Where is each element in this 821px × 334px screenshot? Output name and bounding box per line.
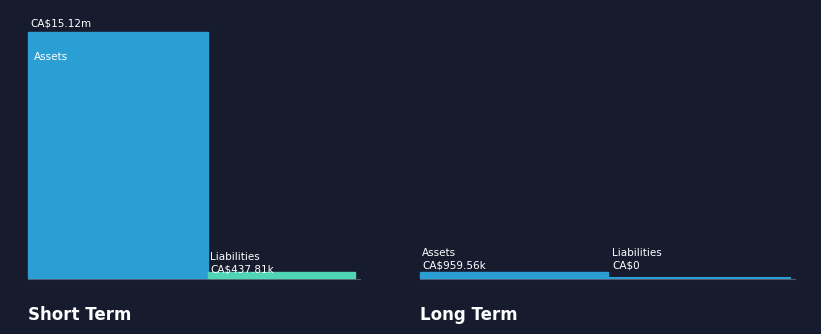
Text: CA$0: CA$0 <box>612 260 640 270</box>
Text: Short Term: Short Term <box>28 306 131 324</box>
Text: Liabilities: Liabilities <box>210 252 259 262</box>
Text: CA$959.56k: CA$959.56k <box>422 260 486 270</box>
Text: Long Term: Long Term <box>420 306 517 324</box>
Text: Assets: Assets <box>422 248 456 258</box>
Text: CA$15.12m: CA$15.12m <box>30 19 91 29</box>
Bar <box>28 32 208 278</box>
Text: Liabilities: Liabilities <box>612 248 662 258</box>
Bar <box>208 272 355 278</box>
Text: CA$437.81k: CA$437.81k <box>210 264 273 274</box>
Bar <box>420 272 608 278</box>
Text: Assets: Assets <box>34 52 68 62</box>
